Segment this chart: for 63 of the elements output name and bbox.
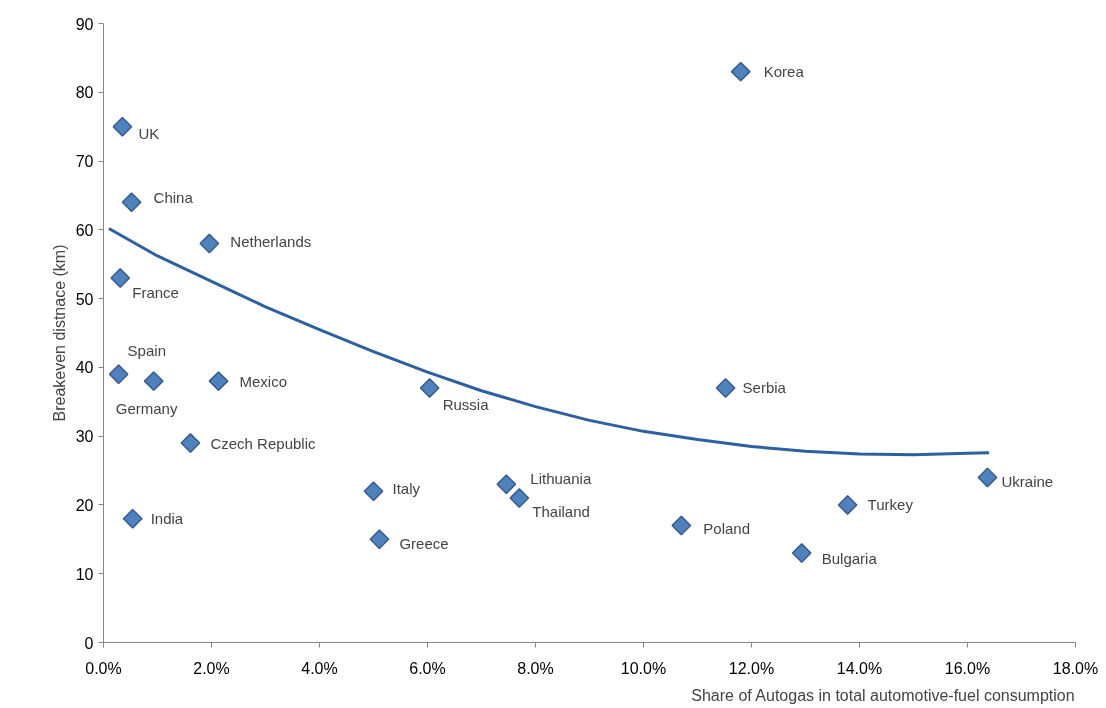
x-tick-label: 18.0% xyxy=(1052,659,1099,677)
point xyxy=(419,378,440,398)
x-tick-label: 4.0% xyxy=(301,659,338,677)
point xyxy=(977,467,998,488)
point xyxy=(496,474,517,495)
annotation: France xyxy=(132,284,179,302)
y-tick-label: 20 xyxy=(75,496,94,514)
point xyxy=(509,488,530,509)
point xyxy=(180,433,201,453)
y-tick-label: 30 xyxy=(75,428,94,446)
annotation: China xyxy=(153,188,194,206)
annotation: Italy xyxy=(392,479,421,497)
y-tick-label: 90 xyxy=(75,15,94,33)
y-tick-label: 80 xyxy=(75,84,94,102)
point xyxy=(369,529,390,550)
point xyxy=(110,268,131,288)
annotation: Mexico xyxy=(239,372,288,390)
y-tick-label: 60 xyxy=(75,221,94,239)
annotation: Netherlands xyxy=(230,233,312,251)
point xyxy=(837,495,858,515)
point xyxy=(715,378,736,398)
x-tick-label: 8.0% xyxy=(517,659,554,677)
annotation: Czech Republic xyxy=(210,434,316,452)
annotation: Thailand xyxy=(532,502,590,520)
x-axis-title: Share of Autogas in total automotive-fuel consumption xyxy=(691,686,1075,704)
annotation: Korea xyxy=(763,63,805,81)
y-tick-label: 40 xyxy=(75,359,94,377)
point xyxy=(108,364,129,385)
annotation: Lithuania xyxy=(530,469,592,487)
annotation: Serbia xyxy=(742,378,787,396)
annotation: Bulgaria xyxy=(821,549,878,567)
annotation: India xyxy=(150,510,184,528)
point xyxy=(671,515,692,536)
x-tick-label: 10.0% xyxy=(620,659,667,677)
annotation: UK xyxy=(138,125,160,143)
x-tick-label: 2.0% xyxy=(193,659,230,677)
annotation: Greece xyxy=(399,534,449,552)
annotation: Germany xyxy=(115,399,178,417)
annotation: Turkey xyxy=(867,496,914,514)
point xyxy=(122,508,143,529)
point xyxy=(791,543,812,564)
x-tick-label: 16.0% xyxy=(944,659,991,677)
point xyxy=(143,371,164,392)
x-tick-label: 12.0% xyxy=(728,659,775,677)
point xyxy=(121,192,142,213)
point xyxy=(112,116,133,137)
point xyxy=(208,371,229,392)
point xyxy=(363,481,384,502)
y-tick-label: 0 xyxy=(84,634,94,652)
annotation: Spain xyxy=(127,341,166,359)
y-axis-title: Breakeven distnace (km) xyxy=(50,244,68,422)
annotation: Ukraine xyxy=(1001,472,1054,490)
y-tick-label: 10 xyxy=(75,565,94,583)
x-tick-label: 14.0% xyxy=(836,659,883,677)
x-tick-label: 0.0% xyxy=(85,659,122,677)
annotation: Poland xyxy=(703,520,751,538)
point xyxy=(199,233,220,254)
point xyxy=(730,61,751,82)
y-tick-label: 50 xyxy=(75,290,94,308)
line-series xyxy=(107,226,991,457)
y-tick-label: 70 xyxy=(75,153,94,171)
x-tick-label: 6.0% xyxy=(409,659,446,677)
annotation: Russia xyxy=(442,395,490,413)
